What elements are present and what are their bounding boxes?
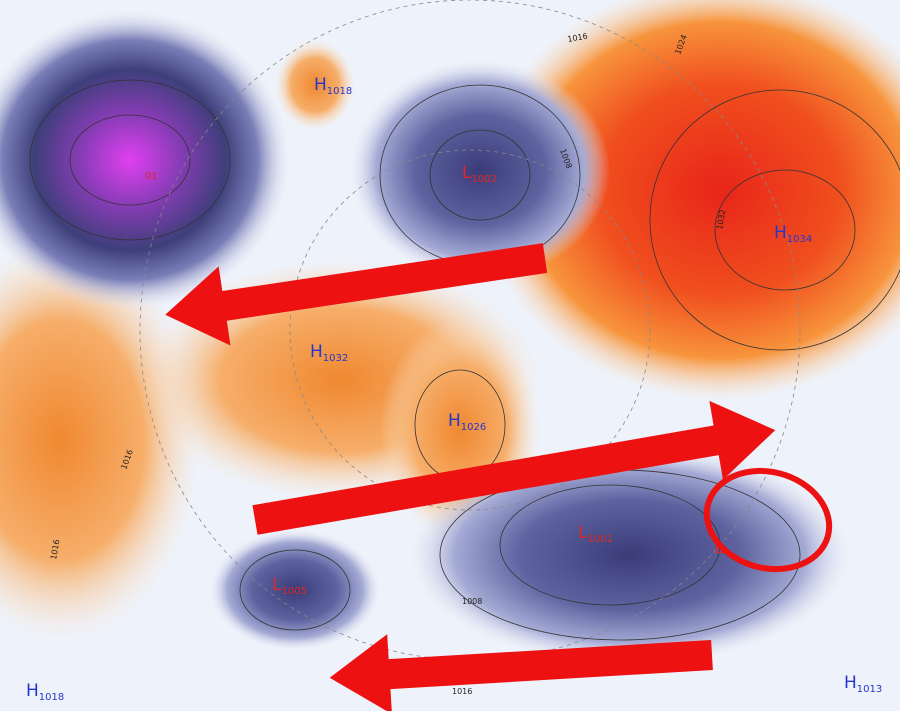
arrows (165, 243, 776, 711)
center-value: 1001 (587, 534, 612, 545)
pressure-center: L1005 (272, 575, 307, 597)
pressure-center: H1013 (844, 673, 882, 695)
center-letter: H (844, 673, 857, 693)
isobar-label: 1016 (567, 32, 589, 44)
arrow (252, 400, 776, 535)
pressure-center: H1032 (310, 342, 348, 364)
pressure-center: 01 (145, 171, 158, 182)
isobar-label: 1008 (462, 597, 482, 606)
center-letter: H (314, 75, 327, 95)
center-value: 1034 (787, 234, 812, 245)
center-value: 1002 (471, 174, 496, 185)
center-value: 1026 (461, 422, 486, 433)
center-letter: L (462, 163, 472, 183)
pressure-shading (0, 0, 900, 665)
center-value: 1018 (327, 86, 352, 97)
pressure-center: L1002 (462, 163, 497, 185)
center-letter: L (272, 575, 282, 595)
center-value: 1005 (281, 586, 306, 597)
center-value: 01 (145, 171, 158, 182)
isobar-label: 1016 (452, 687, 472, 696)
graticule (139, 0, 801, 661)
center-letter: H (26, 681, 39, 701)
pressure-center: L1001 (578, 523, 613, 545)
center-value: 1018 (39, 692, 64, 703)
center-letter: H (774, 223, 787, 243)
arrow (329, 634, 713, 711)
arrow (165, 243, 548, 346)
pressure-center: H1034 (774, 223, 812, 245)
isobar-label: 1032 (715, 209, 727, 231)
center-letter: H (310, 342, 323, 362)
pressure-center: H1018 (26, 681, 64, 703)
highlight-circle (703, 467, 833, 573)
pressure-center: H1026 (448, 411, 486, 433)
center-value: 1013 (857, 684, 882, 695)
center-value: 1032 (323, 353, 348, 364)
isobar-label: 1016 (49, 539, 61, 561)
pressure-center: H1018 (314, 75, 352, 97)
center-letter: H (448, 411, 461, 431)
center-letter: L (578, 523, 588, 543)
